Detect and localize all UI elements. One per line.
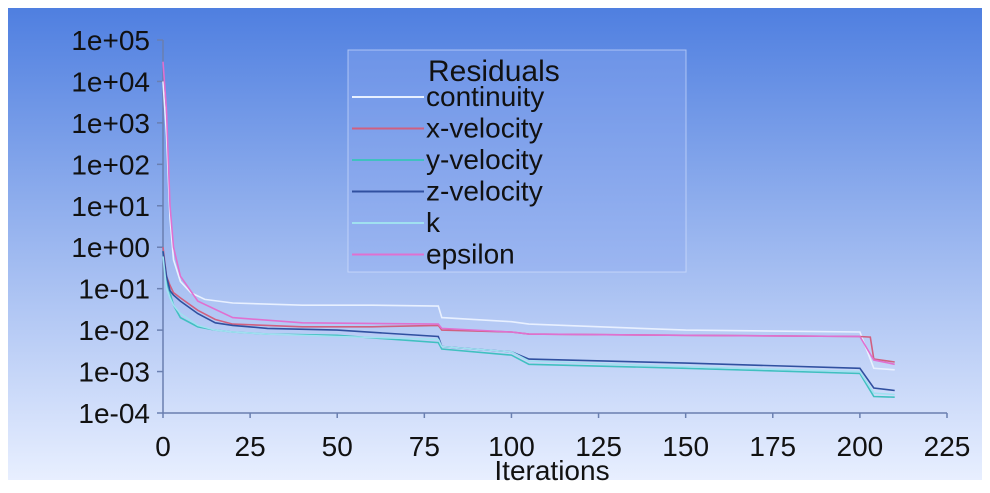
y-tick-label: 1e+02: [71, 149, 150, 180]
series-line-z-velocity: [162, 251, 895, 392]
y-tick-label: 1e+03: [71, 108, 150, 139]
legend-label-k: k: [426, 207, 441, 238]
legend: Residuals continuityx-velocityy-velocity…: [347, 49, 687, 273]
legend-label-continuity: continuity: [426, 81, 544, 112]
y-tick-label: 1e+04: [71, 66, 150, 97]
legend-title: Residuals: [428, 55, 560, 88]
x-tick-label: 100: [488, 431, 535, 462]
y-tick-label: 1e-01: [78, 274, 150, 305]
x-tick-label: 75: [409, 431, 440, 462]
x-tick-label: 175: [749, 431, 796, 462]
x-tick-label: 150: [662, 431, 709, 462]
x-tick-label: 50: [322, 431, 353, 462]
legend-label-z-velocity: z-velocity: [426, 176, 543, 207]
y-tick-label: 1e+01: [71, 191, 150, 222]
y-tick-label: 1e-02: [78, 315, 150, 346]
series-line-epsilon: [162, 61, 895, 366]
x-tick-label: 200: [837, 431, 884, 462]
legend-label-y-velocity: y-velocity: [426, 144, 543, 175]
x-axis-label: Iterations: [494, 455, 609, 486]
y-tick-label: 1e+05: [71, 25, 150, 56]
y-tick-label: 1e-04: [78, 398, 150, 429]
y-tick-label: 1e-03: [78, 357, 150, 388]
x-tick-label: 125: [575, 431, 622, 462]
legend-label-epsilon: epsilon: [426, 239, 515, 270]
chart-background: [8, 8, 982, 480]
x-tick-label: 25: [235, 431, 266, 462]
x-tick-label: 0: [155, 431, 171, 462]
series-line-continuity: [162, 81, 895, 371]
x-tick-label: 225: [924, 431, 971, 462]
series-line-k: [162, 256, 895, 396]
y-tick-label: 1e+00: [71, 232, 150, 263]
legend-label-x-velocity: x-velocity: [426, 113, 543, 144]
